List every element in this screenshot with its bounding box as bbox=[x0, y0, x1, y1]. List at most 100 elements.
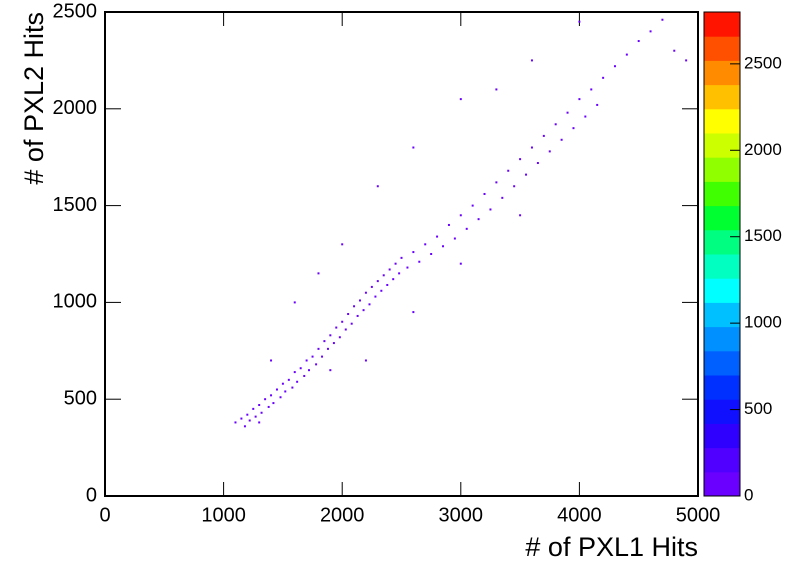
point bbox=[495, 88, 498, 91]
point bbox=[344, 328, 347, 331]
point bbox=[578, 20, 581, 23]
point bbox=[370, 285, 373, 288]
point bbox=[362, 309, 365, 312]
point bbox=[519, 214, 522, 217]
z-tick-label: 0 bbox=[744, 485, 753, 504]
point bbox=[258, 404, 261, 407]
point bbox=[287, 378, 290, 381]
point bbox=[279, 396, 282, 399]
point bbox=[495, 181, 498, 184]
point bbox=[566, 111, 569, 114]
z-tick-label: 2500 bbox=[744, 53, 782, 72]
point bbox=[572, 127, 575, 130]
point bbox=[398, 272, 401, 275]
x-tick-label: 2000 bbox=[320, 504, 365, 526]
x-tick-label: 3000 bbox=[439, 504, 484, 526]
point bbox=[513, 185, 516, 188]
point bbox=[584, 115, 587, 118]
point bbox=[329, 334, 332, 337]
point bbox=[329, 369, 332, 372]
point bbox=[501, 196, 504, 199]
point bbox=[442, 245, 445, 248]
point bbox=[323, 340, 326, 343]
z-tick-label: 1500 bbox=[744, 226, 782, 245]
point bbox=[248, 419, 251, 422]
colorbar-band bbox=[704, 423, 740, 449]
point bbox=[637, 40, 640, 43]
point bbox=[315, 363, 318, 366]
point bbox=[341, 320, 344, 323]
point bbox=[465, 227, 468, 230]
point bbox=[376, 185, 379, 188]
colorbar-band bbox=[704, 471, 740, 497]
point bbox=[649, 30, 652, 33]
point bbox=[430, 253, 433, 255]
point bbox=[291, 386, 294, 389]
point bbox=[536, 162, 539, 165]
point bbox=[489, 208, 492, 211]
point bbox=[392, 278, 395, 281]
point bbox=[661, 18, 664, 21]
point bbox=[293, 301, 296, 304]
point bbox=[376, 280, 379, 283]
point bbox=[554, 123, 557, 126]
colorbar-band bbox=[704, 60, 740, 86]
point bbox=[578, 98, 581, 101]
colorbar-band bbox=[704, 447, 740, 473]
point bbox=[447, 223, 450, 226]
point bbox=[272, 402, 275, 405]
point bbox=[471, 204, 474, 207]
point bbox=[418, 260, 421, 263]
point bbox=[483, 192, 486, 195]
point bbox=[477, 218, 480, 221]
y-tick-label: 500 bbox=[64, 387, 97, 409]
point bbox=[560, 138, 563, 141]
point bbox=[284, 390, 287, 393]
point bbox=[453, 237, 456, 240]
point bbox=[356, 314, 359, 317]
point bbox=[267, 405, 270, 408]
point bbox=[258, 421, 261, 424]
point bbox=[332, 342, 335, 345]
point bbox=[311, 355, 314, 358]
point bbox=[459, 262, 462, 265]
point bbox=[303, 374, 306, 377]
point bbox=[519, 158, 522, 161]
colorbar-band bbox=[704, 181, 740, 207]
point bbox=[353, 305, 356, 308]
z-tick-label: 500 bbox=[744, 399, 772, 418]
point bbox=[254, 415, 257, 418]
colorbar-band bbox=[704, 36, 740, 61]
point bbox=[525, 173, 528, 176]
point bbox=[364, 291, 367, 294]
point bbox=[240, 417, 243, 420]
point bbox=[270, 359, 273, 362]
colorbar-band bbox=[704, 133, 740, 158]
point bbox=[412, 146, 415, 149]
point bbox=[613, 65, 616, 68]
point bbox=[347, 313, 350, 316]
colorbar-band bbox=[704, 278, 740, 303]
point bbox=[412, 311, 415, 314]
x-tick-label: 0 bbox=[99, 504, 110, 526]
point bbox=[275, 388, 278, 391]
point bbox=[602, 76, 605, 79]
x-axis-title: # of PXL1 Hits bbox=[525, 532, 698, 562]
point bbox=[424, 243, 427, 246]
point bbox=[436, 235, 439, 238]
point bbox=[321, 355, 324, 358]
colorbar-band bbox=[704, 12, 740, 37]
colorbar-band bbox=[704, 205, 740, 231]
z-tick-label: 1000 bbox=[744, 313, 782, 332]
point bbox=[252, 407, 255, 410]
colorbar-band bbox=[704, 350, 740, 376]
point bbox=[264, 398, 267, 401]
point bbox=[412, 251, 415, 254]
point bbox=[530, 59, 533, 62]
z-tick-label: 2000 bbox=[744, 140, 782, 159]
point bbox=[548, 150, 551, 153]
point bbox=[368, 303, 371, 306]
point bbox=[270, 394, 273, 397]
point bbox=[307, 369, 310, 372]
